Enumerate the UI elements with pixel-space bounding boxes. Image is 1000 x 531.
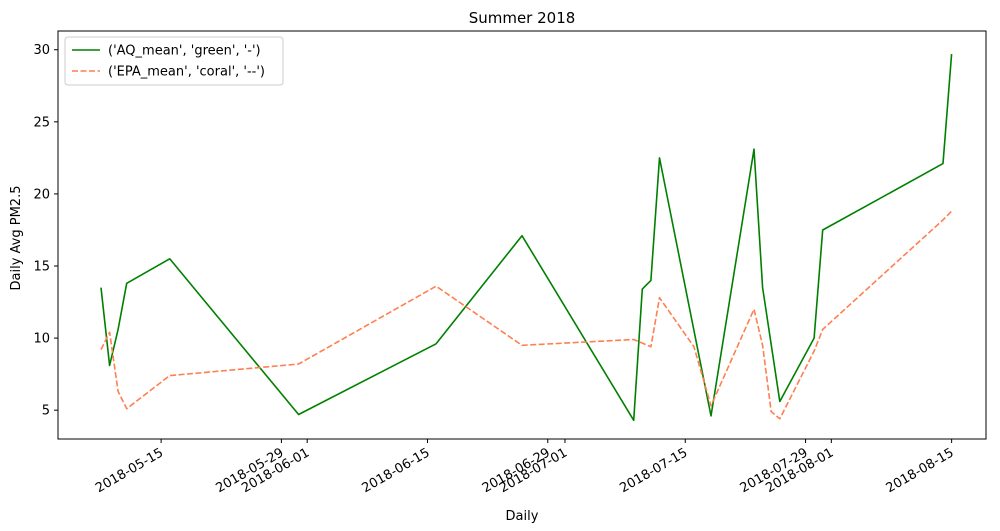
legend-label: ('AQ_mean', 'green', '-') xyxy=(108,44,261,59)
x-tick-label: 2018-06-15 xyxy=(360,445,433,496)
legend-label: ('EPA_mean', 'coral', '--') xyxy=(108,65,265,80)
plot-frame xyxy=(57,30,987,440)
x-axis-label: Daily xyxy=(506,509,539,524)
y-tick-label: 5 xyxy=(42,404,50,419)
y-tick-label: 10 xyxy=(33,332,50,347)
y-axis: 5 10 15 20 25 30 xyxy=(33,43,58,419)
plot-area xyxy=(100,54,953,422)
series-line-1 xyxy=(100,54,953,422)
y-tick-label: 20 xyxy=(33,187,50,202)
legend: ('AQ_mean', 'green', '-') ('EPA_mean', 'c… xyxy=(64,36,284,86)
legend-box xyxy=(64,36,284,86)
y-tick-label: 25 xyxy=(33,115,50,130)
x-tick-label: 2018-05-15 xyxy=(93,445,166,496)
y-tick-label: 30 xyxy=(33,43,50,58)
y-tick-label: 15 xyxy=(33,259,50,274)
x-tick-label: 2018-07-15 xyxy=(617,445,690,496)
y-axis-label: Daily Avg PM2.5 xyxy=(9,186,24,291)
series-line-2 xyxy=(100,210,953,420)
x-tick-label: 2018-08-15 xyxy=(884,445,957,496)
chart-title: Summer 2018 xyxy=(469,9,576,27)
